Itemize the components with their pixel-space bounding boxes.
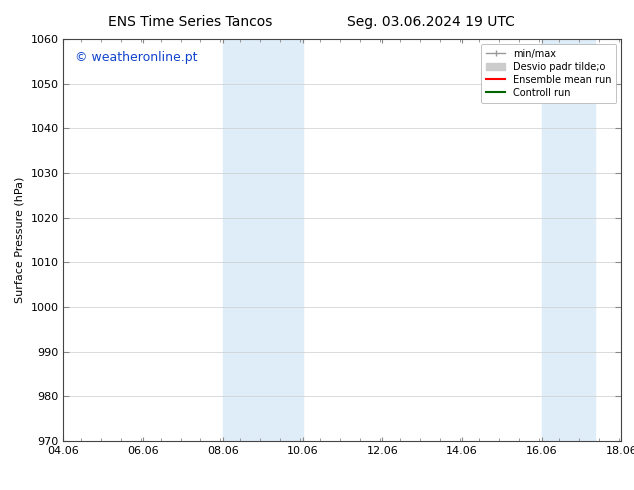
Bar bbox=[223, 39, 302, 441]
Bar bbox=[541, 39, 595, 441]
Y-axis label: Surface Pressure (hPa): Surface Pressure (hPa) bbox=[15, 177, 25, 303]
Text: © weatheronline.pt: © weatheronline.pt bbox=[75, 51, 197, 64]
Text: Seg. 03.06.2024 19 UTC: Seg. 03.06.2024 19 UTC bbox=[347, 15, 515, 29]
Legend: min/max, Desvio padr tilde;o, Ensemble mean run, Controll run: min/max, Desvio padr tilde;o, Ensemble m… bbox=[481, 44, 616, 102]
Text: ENS Time Series Tancos: ENS Time Series Tancos bbox=[108, 15, 273, 29]
